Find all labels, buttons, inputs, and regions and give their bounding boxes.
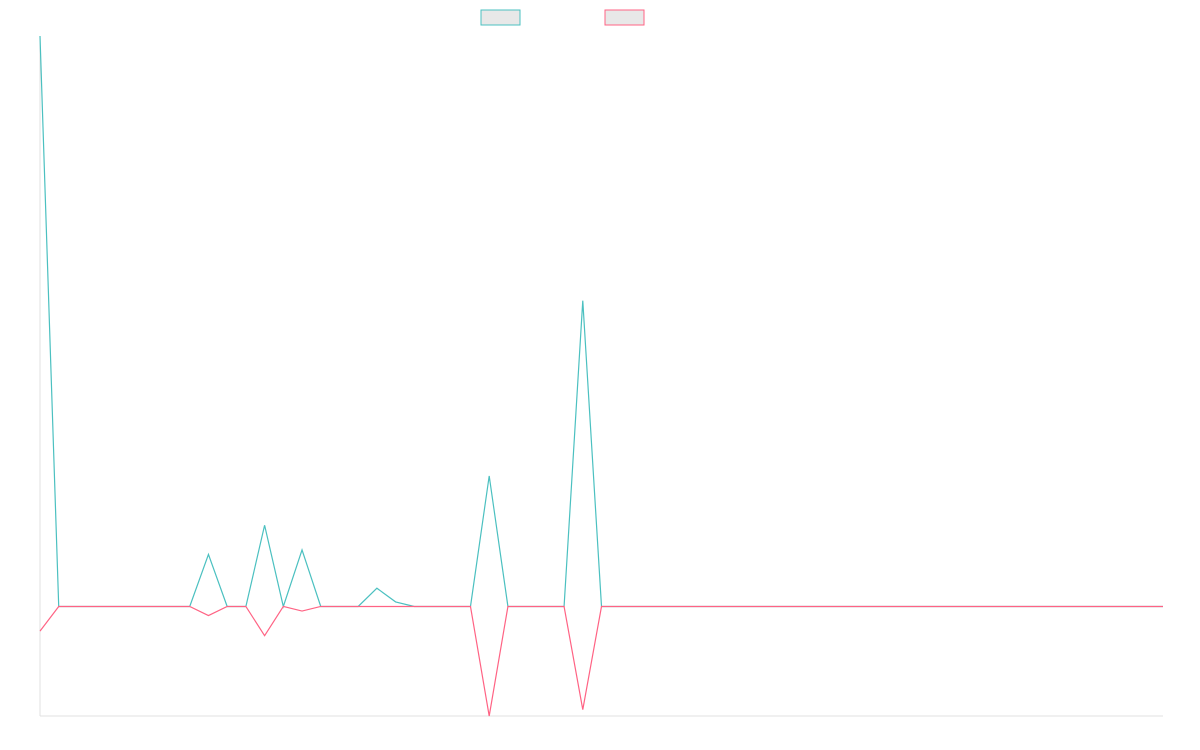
chart-axes [39,36,1163,717]
chart-plot-area [39,35,1163,717]
chart-legend[interactable] [480,9,645,26]
series-line-1 [39,35,1163,609]
legend-swatch-2[interactable] [604,9,645,26]
series-line-2 [39,605,1163,717]
legend-swatch-1[interactable] [480,9,521,26]
